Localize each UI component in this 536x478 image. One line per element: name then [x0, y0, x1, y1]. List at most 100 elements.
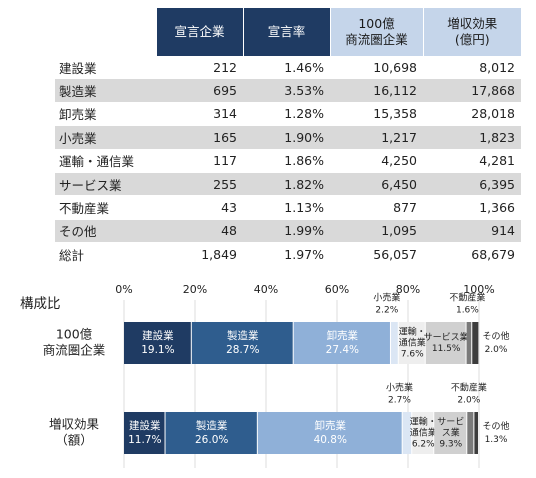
- bar-segment: [474, 412, 478, 454]
- chart-title: 構成比: [20, 296, 61, 312]
- industry-table: 宣言企業 宣言率 100億 商流圏企業 増収効果 (億円) 建設業 212 1.46…: [55, 8, 521, 267]
- bar-segment: [412, 412, 434, 454]
- table-total-row: 総計 1,849 1.97% 56,057 68,679: [55, 242, 521, 267]
- table-row: 建設業 212 1.46% 10,698 8,012: [55, 56, 521, 80]
- table-cell: 1.46%: [243, 56, 330, 80]
- header-declaration-rate: 宣言率: [242, 8, 330, 56]
- table-cell: 16,112: [330, 78, 423, 103]
- table-row: 卸売業 314 1.28% 15,358 28,018: [55, 102, 521, 127]
- data-label: サービス業 11.5%: [424, 331, 469, 354]
- data-label: 不動産業 2.0%: [451, 382, 487, 406]
- table-cell: 1.28%: [243, 102, 330, 127]
- header-blank: [55, 8, 156, 56]
- data-label: 建設業 19.1%: [141, 329, 174, 356]
- table-cell: 3.53%: [243, 78, 330, 103]
- table-cell: 48: [156, 219, 243, 244]
- data-label: 製造業 28.7%: [226, 329, 259, 356]
- data-label: 卸売業 27.4%: [326, 329, 359, 356]
- table-cell: 43: [156, 195, 243, 220]
- header-revenue-effect: 増収効果 (億円): [422, 8, 521, 56]
- table-cell: 4,250: [330, 149, 423, 173]
- x-tick-label: 80%: [396, 283, 420, 296]
- table-cell: 117: [156, 149, 243, 173]
- table-cell: 17,868: [423, 78, 521, 103]
- table-row: サービス業 255 1.82% 6,450 6,395: [55, 172, 521, 197]
- table-cell: 1,366: [423, 195, 521, 220]
- table-row: 製造業 695 3.53% 16,112 17,868: [55, 78, 521, 103]
- bar-segment: [466, 322, 472, 364]
- category-label: 100億商流圏企業: [43, 327, 106, 358]
- bar-segment: [124, 322, 191, 364]
- data-label: 不動産業 1.6%: [449, 292, 485, 316]
- x-tick-label: 100%: [463, 283, 494, 296]
- bar-segment: [124, 412, 165, 454]
- table-cell: 15,358: [330, 102, 423, 127]
- bar-segment: [425, 322, 466, 364]
- bar-segment: [293, 322, 390, 364]
- row-label: 製造業: [55, 78, 156, 103]
- x-tick-label: 20%: [183, 283, 207, 296]
- data-label: 小売業 2.7%: [386, 382, 413, 406]
- data-label: 建設業 11.7%: [128, 419, 161, 446]
- row-label: 建設業: [55, 56, 156, 80]
- table-cell: 4,281: [423, 149, 521, 173]
- total-cell: 68,679: [423, 242, 521, 267]
- bar-segment: [165, 412, 257, 454]
- bar-segment: [467, 412, 474, 454]
- row-label: 卸売業: [55, 102, 156, 127]
- row-label: サービス業: [55, 172, 156, 197]
- row-label: 小売業: [55, 125, 156, 150]
- table-cell: 1,095: [330, 219, 423, 244]
- table-cell: 1.99%: [243, 219, 330, 244]
- data-label: 製造業 26.0%: [195, 419, 228, 446]
- table-row: 運輸・通信業 117 1.86% 4,250 4,281: [55, 149, 521, 173]
- table-cell: 6,450: [330, 172, 423, 197]
- table-cell: 1.90%: [243, 125, 330, 150]
- bar-segment: [398, 322, 425, 364]
- table-row: 不動産業 43 1.13% 877 1,366: [55, 195, 521, 220]
- table-cell: 1,823: [423, 125, 521, 150]
- row-label: その他: [55, 219, 156, 244]
- row-label: 不動産業: [55, 195, 156, 220]
- bar-segment: [191, 322, 293, 364]
- table-cell: 212: [156, 56, 243, 80]
- data-label: 運輸・通信業 7.6%: [399, 326, 426, 360]
- bar-segment: [390, 322, 398, 364]
- table-cell: 255: [156, 172, 243, 197]
- total-label: 総計: [55, 242, 156, 267]
- x-tick-label: 0%: [115, 283, 132, 296]
- total-cell: 1,849: [156, 242, 243, 267]
- table-cell: 877: [330, 195, 423, 220]
- table-cell: 1,217: [330, 125, 423, 150]
- table-cell: 28,018: [423, 102, 521, 127]
- table-row: その他 48 1.99% 1,095 914: [55, 219, 521, 244]
- table-cell: 1.13%: [243, 195, 330, 220]
- table-cell: 695: [156, 78, 243, 103]
- data-label: 小売業 2.2%: [373, 292, 400, 316]
- header-declared-companies: 宣言企業: [155, 8, 243, 56]
- table-cell: 6,395: [423, 172, 521, 197]
- total-cell: 56,057: [330, 242, 423, 267]
- table-cell: 1.82%: [243, 172, 330, 197]
- table-cell: 8,012: [423, 56, 521, 80]
- table-cell: 914: [423, 219, 521, 244]
- bar-segment: [472, 322, 479, 364]
- x-tick-label: 60%: [325, 283, 349, 296]
- bar-segment: [402, 412, 412, 454]
- table-row: 小売業 165 1.90% 1,217 1,823: [55, 125, 521, 150]
- bar-segment: [434, 412, 467, 454]
- table-header-row: 宣言企業 宣言率 100億 商流圏企業 増収効果 (億円): [55, 8, 521, 56]
- data-label: その他 2.0%: [482, 330, 509, 355]
- table-cell: 314: [156, 102, 243, 127]
- data-label: 卸売業 40.8%: [314, 419, 347, 446]
- data-label: 運輸・通信業 6.2%: [410, 416, 437, 450]
- table-cell: 10,698: [330, 56, 423, 80]
- x-tick-label: 40%: [254, 283, 278, 296]
- row-label: 運輸・通信業: [55, 149, 156, 173]
- bar-segment: [257, 412, 402, 454]
- data-label: サービス業 9.3%: [437, 417, 464, 450]
- category-label: 増収効果（額）: [49, 417, 100, 448]
- header-100oku-companies: 100億 商流圏企業: [329, 8, 423, 56]
